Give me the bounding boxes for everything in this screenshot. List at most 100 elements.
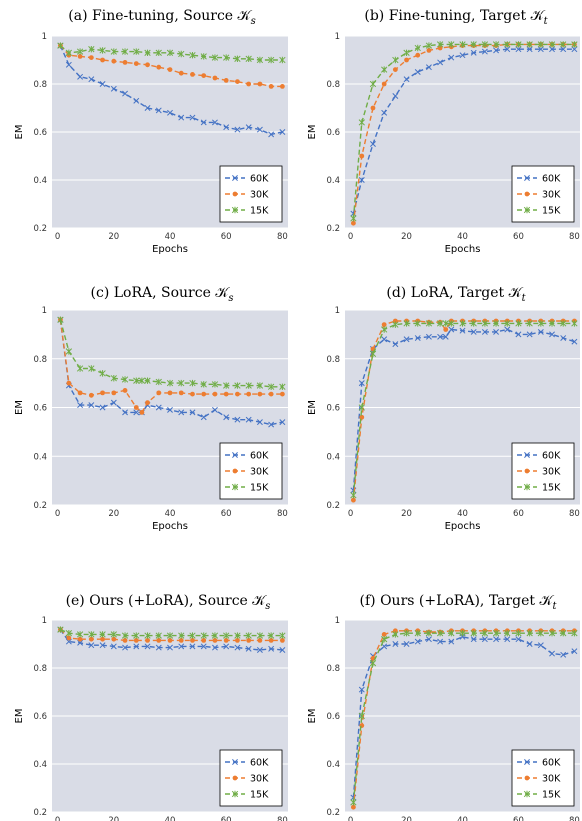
legend-label: 60K (250, 758, 269, 769)
legend-label: 15K (250, 206, 269, 217)
data-point (88, 46, 95, 53)
data-point (235, 638, 240, 643)
data-point (448, 54, 455, 61)
y-tick-label: 1 (335, 616, 340, 626)
data-point (88, 76, 95, 83)
data-point (200, 119, 207, 126)
legend-label: 30K (542, 190, 561, 201)
data-point (211, 119, 218, 126)
data-point (88, 55, 94, 60)
legend-box (511, 442, 575, 500)
x-tick-label: 80 (277, 816, 288, 821)
data-point (414, 638, 421, 645)
data-point (504, 46, 511, 53)
y-axis-label: EM (14, 709, 25, 724)
data-point (144, 632, 151, 639)
y-tick-label: 1 (335, 32, 340, 42)
data-point (144, 377, 151, 384)
data-point (560, 651, 567, 658)
data-point (425, 320, 433, 327)
legend-label: 60K (250, 451, 269, 462)
data-point (234, 55, 241, 62)
data-point (504, 41, 511, 48)
data-point (442, 333, 449, 340)
y-tick-label: 0.2 (326, 808, 340, 818)
y-tick-label: 0.2 (33, 501, 47, 511)
data-point (122, 388, 128, 393)
y-tick-label: 0.6 (326, 712, 340, 722)
data-point (156, 638, 162, 643)
data-point (189, 52, 196, 59)
data-point (155, 49, 162, 56)
data-point (370, 105, 376, 111)
data-point (459, 630, 466, 637)
data-point (99, 47, 106, 54)
data-point (212, 75, 218, 81)
series-30K (58, 317, 285, 415)
data-point (65, 61, 72, 68)
x-tick-label: 40 (457, 232, 468, 242)
y-tick-label: 0.2 (33, 808, 47, 818)
data-point (381, 81, 387, 87)
data-point (99, 370, 106, 377)
y-tick-label: 0.8 (326, 355, 340, 365)
data-point (381, 66, 388, 73)
data-point (470, 320, 477, 327)
data-point (246, 81, 252, 87)
data-point (350, 492, 357, 499)
data-point (492, 630, 500, 637)
data-point (392, 631, 399, 638)
data-point (178, 632, 185, 639)
data-point (515, 331, 522, 338)
data-point (200, 643, 207, 650)
y-tick-label: 0.2 (326, 224, 340, 234)
data-point (212, 391, 218, 397)
series-line-60K (352, 328, 575, 491)
chart-title: (e) Ours (+LoRA), Source 𝒦s (66, 593, 271, 612)
legend-label: 15K (542, 206, 561, 217)
data-point (246, 638, 252, 643)
data-point (200, 414, 207, 421)
legend-marker (523, 483, 531, 491)
legend-label: 60K (542, 451, 561, 462)
data-point (459, 41, 466, 48)
data-point (504, 320, 511, 327)
data-point (133, 638, 139, 643)
series-line-60K (59, 45, 283, 136)
data-point (515, 320, 522, 327)
data-point (133, 643, 140, 650)
data-point (436, 41, 444, 48)
data-point (560, 46, 567, 53)
data-point (166, 379, 174, 387)
data-point (279, 383, 286, 390)
data-point (133, 632, 140, 639)
data-point (279, 129, 286, 135)
data-point (526, 46, 533, 53)
data-point (425, 630, 433, 637)
data-point (470, 636, 477, 643)
data-point (548, 320, 556, 327)
x-axis-label: Epochs (445, 244, 481, 255)
legend-label: 30K (250, 774, 269, 785)
data-point (268, 391, 274, 397)
data-point (403, 630, 410, 637)
data-point (403, 320, 410, 327)
data-point (88, 402, 95, 409)
series-line-30K (352, 630, 575, 808)
data-point (358, 404, 365, 411)
legend: 60K 30K 15K (219, 442, 283, 500)
data-point (211, 632, 219, 639)
data-point (425, 636, 432, 643)
data-point (178, 390, 184, 396)
x-tick-label: 60 (221, 232, 232, 242)
data-point (549, 650, 555, 657)
y-tick-label: 0.4 (33, 176, 47, 186)
data-point (256, 632, 264, 639)
series-15K (350, 630, 578, 806)
x-tick-label: 60 (513, 509, 524, 519)
data-point (257, 81, 263, 87)
data-point (256, 419, 263, 426)
data-point (359, 414, 365, 420)
x-tick-label: 80 (569, 232, 580, 242)
